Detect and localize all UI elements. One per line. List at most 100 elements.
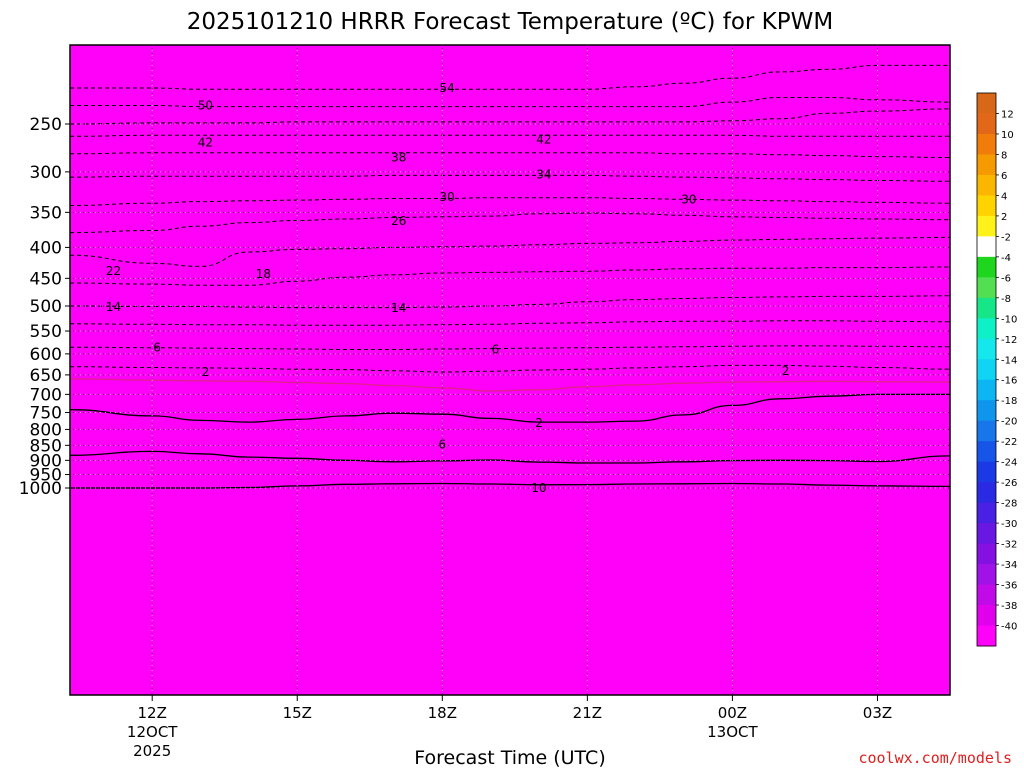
colorbar-segment xyxy=(977,93,996,114)
colorbar-segment xyxy=(977,236,996,258)
colorbar-segment xyxy=(977,113,996,135)
contour-label: 30 xyxy=(681,192,696,206)
x-tick-label: 12OCT xyxy=(127,723,178,741)
colorbar-label: 12 xyxy=(1001,109,1014,120)
isotherm--50 xyxy=(70,97,950,108)
contour-label: 2 xyxy=(782,364,790,378)
colorbar-segment xyxy=(977,338,996,360)
colorbar: 12 10 8 6 4 2 -2 -4 -6 -8 -10 -12 -14 -16 -18 -20 -22 -24… xyxy=(976,92,1017,647)
temp-band--40 xyxy=(70,143,950,695)
colorbar-segment xyxy=(977,256,996,278)
colorbar-segment xyxy=(977,154,996,176)
colorbar-segment xyxy=(977,133,996,155)
y-tick-label: 350 xyxy=(30,203,62,223)
y-tick-label: 900 xyxy=(30,451,62,471)
colorbar-segment xyxy=(977,420,996,442)
x-tick-label: 03Z xyxy=(863,704,892,722)
colorbar-segment xyxy=(977,625,996,647)
colorbar-segment xyxy=(977,605,996,627)
x-axis-label: Forecast Time (UTC) xyxy=(414,747,605,768)
contour-label: 2 xyxy=(202,365,210,379)
isotherm--46 xyxy=(70,108,950,125)
source-credit: coolwx.com/models xyxy=(858,749,1012,767)
colorbar-segment xyxy=(977,584,996,606)
isotherm--18 xyxy=(70,266,950,286)
colorbar-segment xyxy=(977,564,996,586)
contour-label: 38 xyxy=(391,150,406,164)
contour-label: 10 xyxy=(531,481,546,495)
colorbar-segment xyxy=(977,523,996,545)
colorbar-label: 10 xyxy=(1001,130,1014,141)
isotherm--38 xyxy=(70,152,950,158)
y-tick-label: 1000 xyxy=(19,479,62,499)
isotherm--10 xyxy=(70,320,950,326)
colorbar-label: -18 xyxy=(1001,396,1017,407)
colorbar-frame xyxy=(976,92,997,647)
colorbar-label: -6 xyxy=(1001,273,1011,284)
colorbar-label: -36 xyxy=(1001,581,1017,592)
y-tick-label: 800 xyxy=(30,420,62,440)
colorbar-label: -2 xyxy=(1001,232,1011,243)
contour-label: 14 xyxy=(106,300,121,314)
y-tick-label: 850 xyxy=(30,436,62,456)
contour-label: 18 xyxy=(256,267,271,281)
isotherm--2 xyxy=(70,364,950,373)
isotherm--26 xyxy=(70,212,950,234)
colorbar-segment xyxy=(977,174,996,196)
colorbar-label: -30 xyxy=(1001,519,1017,530)
isotherm-0 xyxy=(70,378,950,392)
x-tick-label: 15Z xyxy=(283,704,312,722)
colorbar-segment xyxy=(977,215,996,237)
contour-label: 54 xyxy=(440,81,455,95)
colorbar-label: 4 xyxy=(1001,191,1007,202)
x-tick-label: 12Z xyxy=(138,704,167,722)
contour-label: 6 xyxy=(153,341,161,355)
contour-label: 42 xyxy=(198,135,213,149)
colorbar-segment xyxy=(977,379,996,401)
contour-label: 6 xyxy=(438,437,446,451)
y-tick-label: 450 xyxy=(30,269,62,289)
isotherm--42 xyxy=(70,134,950,137)
colorbar-segment xyxy=(977,318,996,340)
colorbar-segment xyxy=(977,277,996,299)
y-tick-label: 300 xyxy=(30,163,62,183)
colorbar-label: -40 xyxy=(1001,622,1017,633)
colorbar-segment xyxy=(977,195,996,217)
contour-label: 22 xyxy=(106,264,121,278)
colorbar-segment xyxy=(977,359,996,381)
plot-frame xyxy=(69,44,951,696)
contour-label: 50 xyxy=(198,99,213,113)
x-tick-label: 21Z xyxy=(573,704,602,722)
y-tick-label: 400 xyxy=(30,238,62,258)
x-tick-label: 2025 xyxy=(133,742,171,760)
isotherm--14 xyxy=(70,295,950,309)
colorbar-label: -14 xyxy=(1001,355,1017,366)
y-tick-label: 250 xyxy=(30,115,62,135)
colorbar-segment xyxy=(977,482,996,504)
contour-label: 14 xyxy=(391,301,406,315)
colorbar-label: -16 xyxy=(1001,376,1017,387)
colorbar-label: -8 xyxy=(1001,294,1011,305)
colorbar-segment xyxy=(977,441,996,463)
y-tick-label: 500 xyxy=(30,297,62,317)
contour-label: 42 xyxy=(536,132,551,146)
y-axis: 2503003504004505005506006507007508008509… xyxy=(19,115,70,499)
colorbar-label: -38 xyxy=(1001,601,1017,612)
isotherm--54 xyxy=(70,64,950,90)
colorbar-label: 8 xyxy=(1001,150,1007,161)
y-tick-label: 650 xyxy=(30,366,62,386)
contour-label: 26 xyxy=(391,214,406,228)
y-tick-label: 550 xyxy=(30,322,62,342)
colorbar-label: -24 xyxy=(1001,458,1017,469)
colorbar-label: -10 xyxy=(1001,314,1017,325)
colorbar-segment xyxy=(977,543,996,565)
y-tick-label: 750 xyxy=(30,403,62,423)
isotherm--34 xyxy=(70,174,950,182)
contour-label: 6 xyxy=(492,342,500,356)
colorbar-label: -34 xyxy=(1001,560,1017,571)
colorbar-segment xyxy=(977,502,996,524)
contour-label: 34 xyxy=(536,167,551,181)
colorbar-label: 2 xyxy=(1001,212,1007,223)
